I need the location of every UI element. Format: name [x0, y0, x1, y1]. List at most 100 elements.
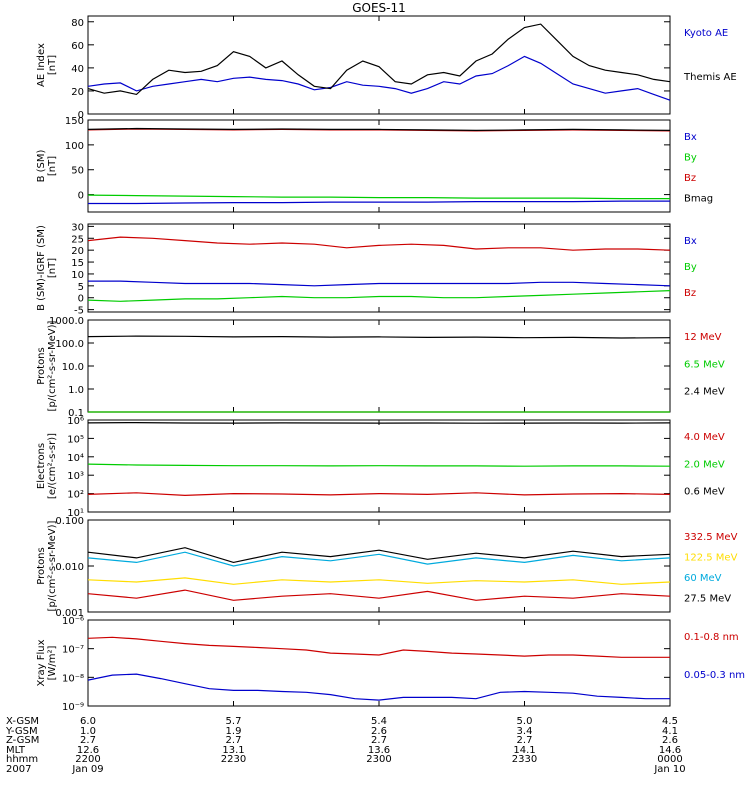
legend-entry: Themis AE — [683, 72, 737, 83]
ephemeris-value: 2200 — [75, 754, 100, 765]
ephemeris-label: Z-GSM — [6, 735, 39, 746]
y-tick-label: 10⁵ — [67, 434, 84, 445]
y-axis-label: Protons — [36, 547, 47, 584]
panel-frame — [87, 319, 671, 413]
y-tick-label: 10⁻⁷ — [62, 645, 84, 656]
legend-entry: 2.0 MeV — [684, 459, 725, 470]
legend-entry: Bz — [684, 288, 696, 299]
chart-title: GOES-11 — [352, 1, 406, 15]
ephemeris-value: 14.6 — [659, 745, 681, 756]
legend-entry: Bx — [684, 236, 697, 247]
legend-entry: 0.05-0.3 nm — [684, 670, 745, 681]
series-line-122-5-mev — [87, 577, 671, 585]
y-tick-label: 40 — [71, 64, 84, 75]
ephemeris-value: 5.7 — [226, 716, 242, 727]
series-line-bx — [88, 280, 671, 287]
ephemeris-value: 4.1 — [662, 726, 678, 737]
y-tick-label: 1000.0 — [49, 316, 84, 327]
ephemeris-value: 2330 — [512, 754, 537, 765]
legend-entry: 2.4 MeV — [684, 387, 725, 398]
y-tick-label: -5 — [74, 306, 84, 317]
series-line-0-6-mev — [87, 421, 671, 424]
ephemeris-value: 6.0 — [80, 716, 96, 727]
legend-entry: 4.0 MeV — [684, 432, 725, 443]
y-tick-label: 10⁴ — [67, 453, 84, 464]
y-tick-label: 150 — [65, 116, 84, 127]
series-line-27-5-mev — [87, 547, 671, 564]
series-line-332-5-mev — [87, 589, 671, 601]
ephemeris-value: Jan 10 — [653, 764, 685, 775]
ephemeris-value: 1.0 — [80, 726, 96, 737]
legend-entry: 6.5 MeV — [684, 359, 725, 370]
y-tick-label: 0.1 — [68, 408, 84, 419]
y-axis-label: B (SM)-IGRF (SM) — [36, 225, 47, 311]
legend-entry: 27.5 MeV — [684, 594, 731, 605]
legend-entry: By — [684, 153, 697, 164]
series-line-bmag — [87, 127, 671, 132]
legend-entry: 60 MeV — [684, 573, 722, 584]
series-line-themis-ae — [87, 23, 671, 96]
ephemeris-value: 0000 — [657, 754, 682, 765]
legend-entry: Kyoto AE — [684, 28, 728, 39]
y-tick-label: 50 — [71, 166, 84, 177]
legend-entry: 12 MeV — [684, 332, 722, 343]
y-tick-label: 0.100 — [55, 516, 84, 527]
series-line-60-mev — [87, 551, 671, 567]
ephemeris-label: Y-GSM — [5, 726, 38, 737]
y-axis-label: B (SM) — [36, 149, 47, 182]
series-line-4-0-mev — [87, 492, 671, 497]
ephemeris-label: MLT — [6, 745, 26, 756]
series-line-by — [87, 194, 670, 200]
y-tick-label: 80 — [71, 18, 84, 29]
ephemeris-value: 13.6 — [368, 745, 390, 756]
ephemeris-value: 2.6 — [662, 735, 678, 746]
y-tick-label: 60 — [71, 41, 84, 52]
ephemeris-label: hhmm — [6, 754, 38, 765]
y-tick-label: 30 — [71, 222, 84, 233]
y-tick-label: 25 — [71, 234, 84, 245]
ephemeris-value: 5.0 — [517, 716, 533, 727]
y-tick-label: 100 — [65, 141, 84, 152]
y-tick-label: 20 — [71, 246, 84, 257]
y-tick-label: 10³ — [67, 471, 84, 482]
y-tick-label: 15 — [71, 258, 84, 269]
ephemeris-value: 4.5 — [662, 716, 678, 727]
ephemeris-label: 2007 — [6, 764, 31, 775]
y-axis-label: AE Index — [36, 43, 47, 87]
y-axis-label: Electrons — [36, 443, 47, 489]
ephemeris-label: X-GSM — [6, 716, 39, 727]
legend-entry: Bz — [684, 173, 696, 184]
series-line-2-4-mev — [87, 335, 671, 339]
legend-entry: 0.1-0.8 nm — [684, 632, 739, 643]
series-line-0-1-0-8-nm — [87, 636, 670, 658]
panel-frame — [87, 619, 671, 707]
series-line-kyoto-ae — [87, 55, 671, 101]
series-line-0-05-0-3-nm — [87, 673, 670, 701]
y-axis-label: [e/(cm²-s-sr)] — [47, 433, 58, 499]
series-line-2-0-mev — [87, 463, 671, 467]
legend-entry: 332.5 MeV — [684, 532, 738, 543]
y-axis-label: [p/(cm²-s-sr-MeV)] — [47, 520, 58, 611]
legend-entry: 0.6 MeV — [684, 487, 725, 498]
y-axis-label: [nT] — [47, 55, 58, 75]
legend-entry: Bx — [684, 132, 697, 143]
y-tick-label: 10⁻⁶ — [62, 616, 84, 627]
legend-entry: Bmag — [684, 194, 713, 205]
ephemeris-value: 2230 — [221, 754, 246, 765]
ephemeris-value: 2.7 — [371, 735, 387, 746]
y-tick-label: 10⁻⁸ — [62, 673, 84, 684]
y-axis-label: Protons — [36, 347, 47, 384]
y-tick-label: 20 — [71, 87, 84, 98]
y-tick-label: 1.0 — [68, 385, 84, 396]
y-tick-label: 10⁻⁹ — [62, 702, 84, 713]
y-axis-label: [W/m²] — [47, 645, 58, 680]
y-tick-label: 10⁶ — [67, 416, 84, 427]
ephemeris-value: 1.9 — [226, 726, 242, 737]
y-tick-label: 10 — [71, 270, 84, 281]
y-tick-label: 10¹ — [67, 508, 84, 519]
ephemeris-value: 2.7 — [226, 735, 242, 746]
y-tick-label: 0.010 — [55, 562, 84, 573]
ephemeris-value: 2.7 — [80, 735, 96, 746]
ephemeris-value: 5.4 — [371, 716, 387, 727]
